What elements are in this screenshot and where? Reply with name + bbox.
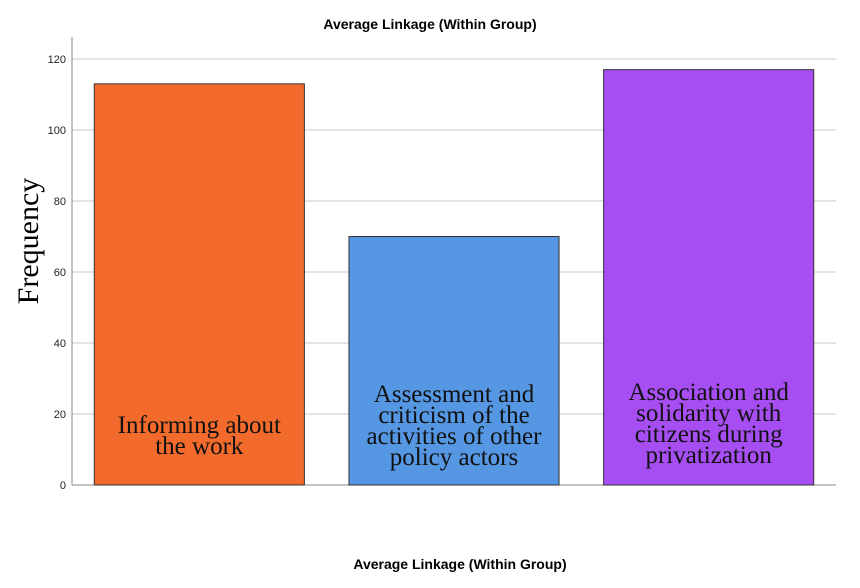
- bar-label-line: citizens during: [635, 421, 783, 448]
- y-tick-labels: 0 20 40 60 80 100 120: [48, 54, 66, 492]
- bar-label-line: activities of other: [367, 423, 543, 450]
- y-tick-label: 120: [48, 54, 66, 66]
- bar: [348, 236, 560, 486]
- y-tick-label: 20: [54, 409, 66, 421]
- bar-label-line: Assessment and: [374, 381, 535, 408]
- bar-label-line: privatization: [645, 442, 772, 469]
- y-tick-label: 0: [60, 480, 66, 492]
- bar-label-line: the work: [155, 433, 244, 460]
- y-tick-label: 100: [48, 125, 66, 137]
- bar: [93, 83, 305, 486]
- bar-label: Informing about the work: [118, 412, 281, 460]
- bar-label-line: Informing about: [118, 412, 281, 439]
- x-axis-label: Average Linkage (Within Group): [353, 556, 566, 572]
- bar-label: Assessment and criticism of the activities…: [367, 381, 543, 471]
- bar-label-line: criticism of the: [378, 402, 529, 429]
- bar-label-line: policy actors: [390, 444, 518, 471]
- bar: [603, 69, 815, 486]
- bar-label-line: solidarity with: [636, 400, 782, 427]
- y-tick-label: 80: [54, 196, 66, 208]
- bar-label-line: Association and: [628, 379, 789, 406]
- y-tick-label: 40: [54, 338, 66, 350]
- bar-labels: Informing about the work Assessment and cri…: [118, 379, 790, 471]
- bar-label: Association and solidarity with citizens d…: [628, 379, 789, 469]
- y-axis-label: Frequency: [12, 178, 45, 305]
- y-tick-label: 60: [54, 267, 66, 279]
- bars: [93, 69, 815, 486]
- chart-title: Average Linkage (Within Group): [323, 16, 536, 32]
